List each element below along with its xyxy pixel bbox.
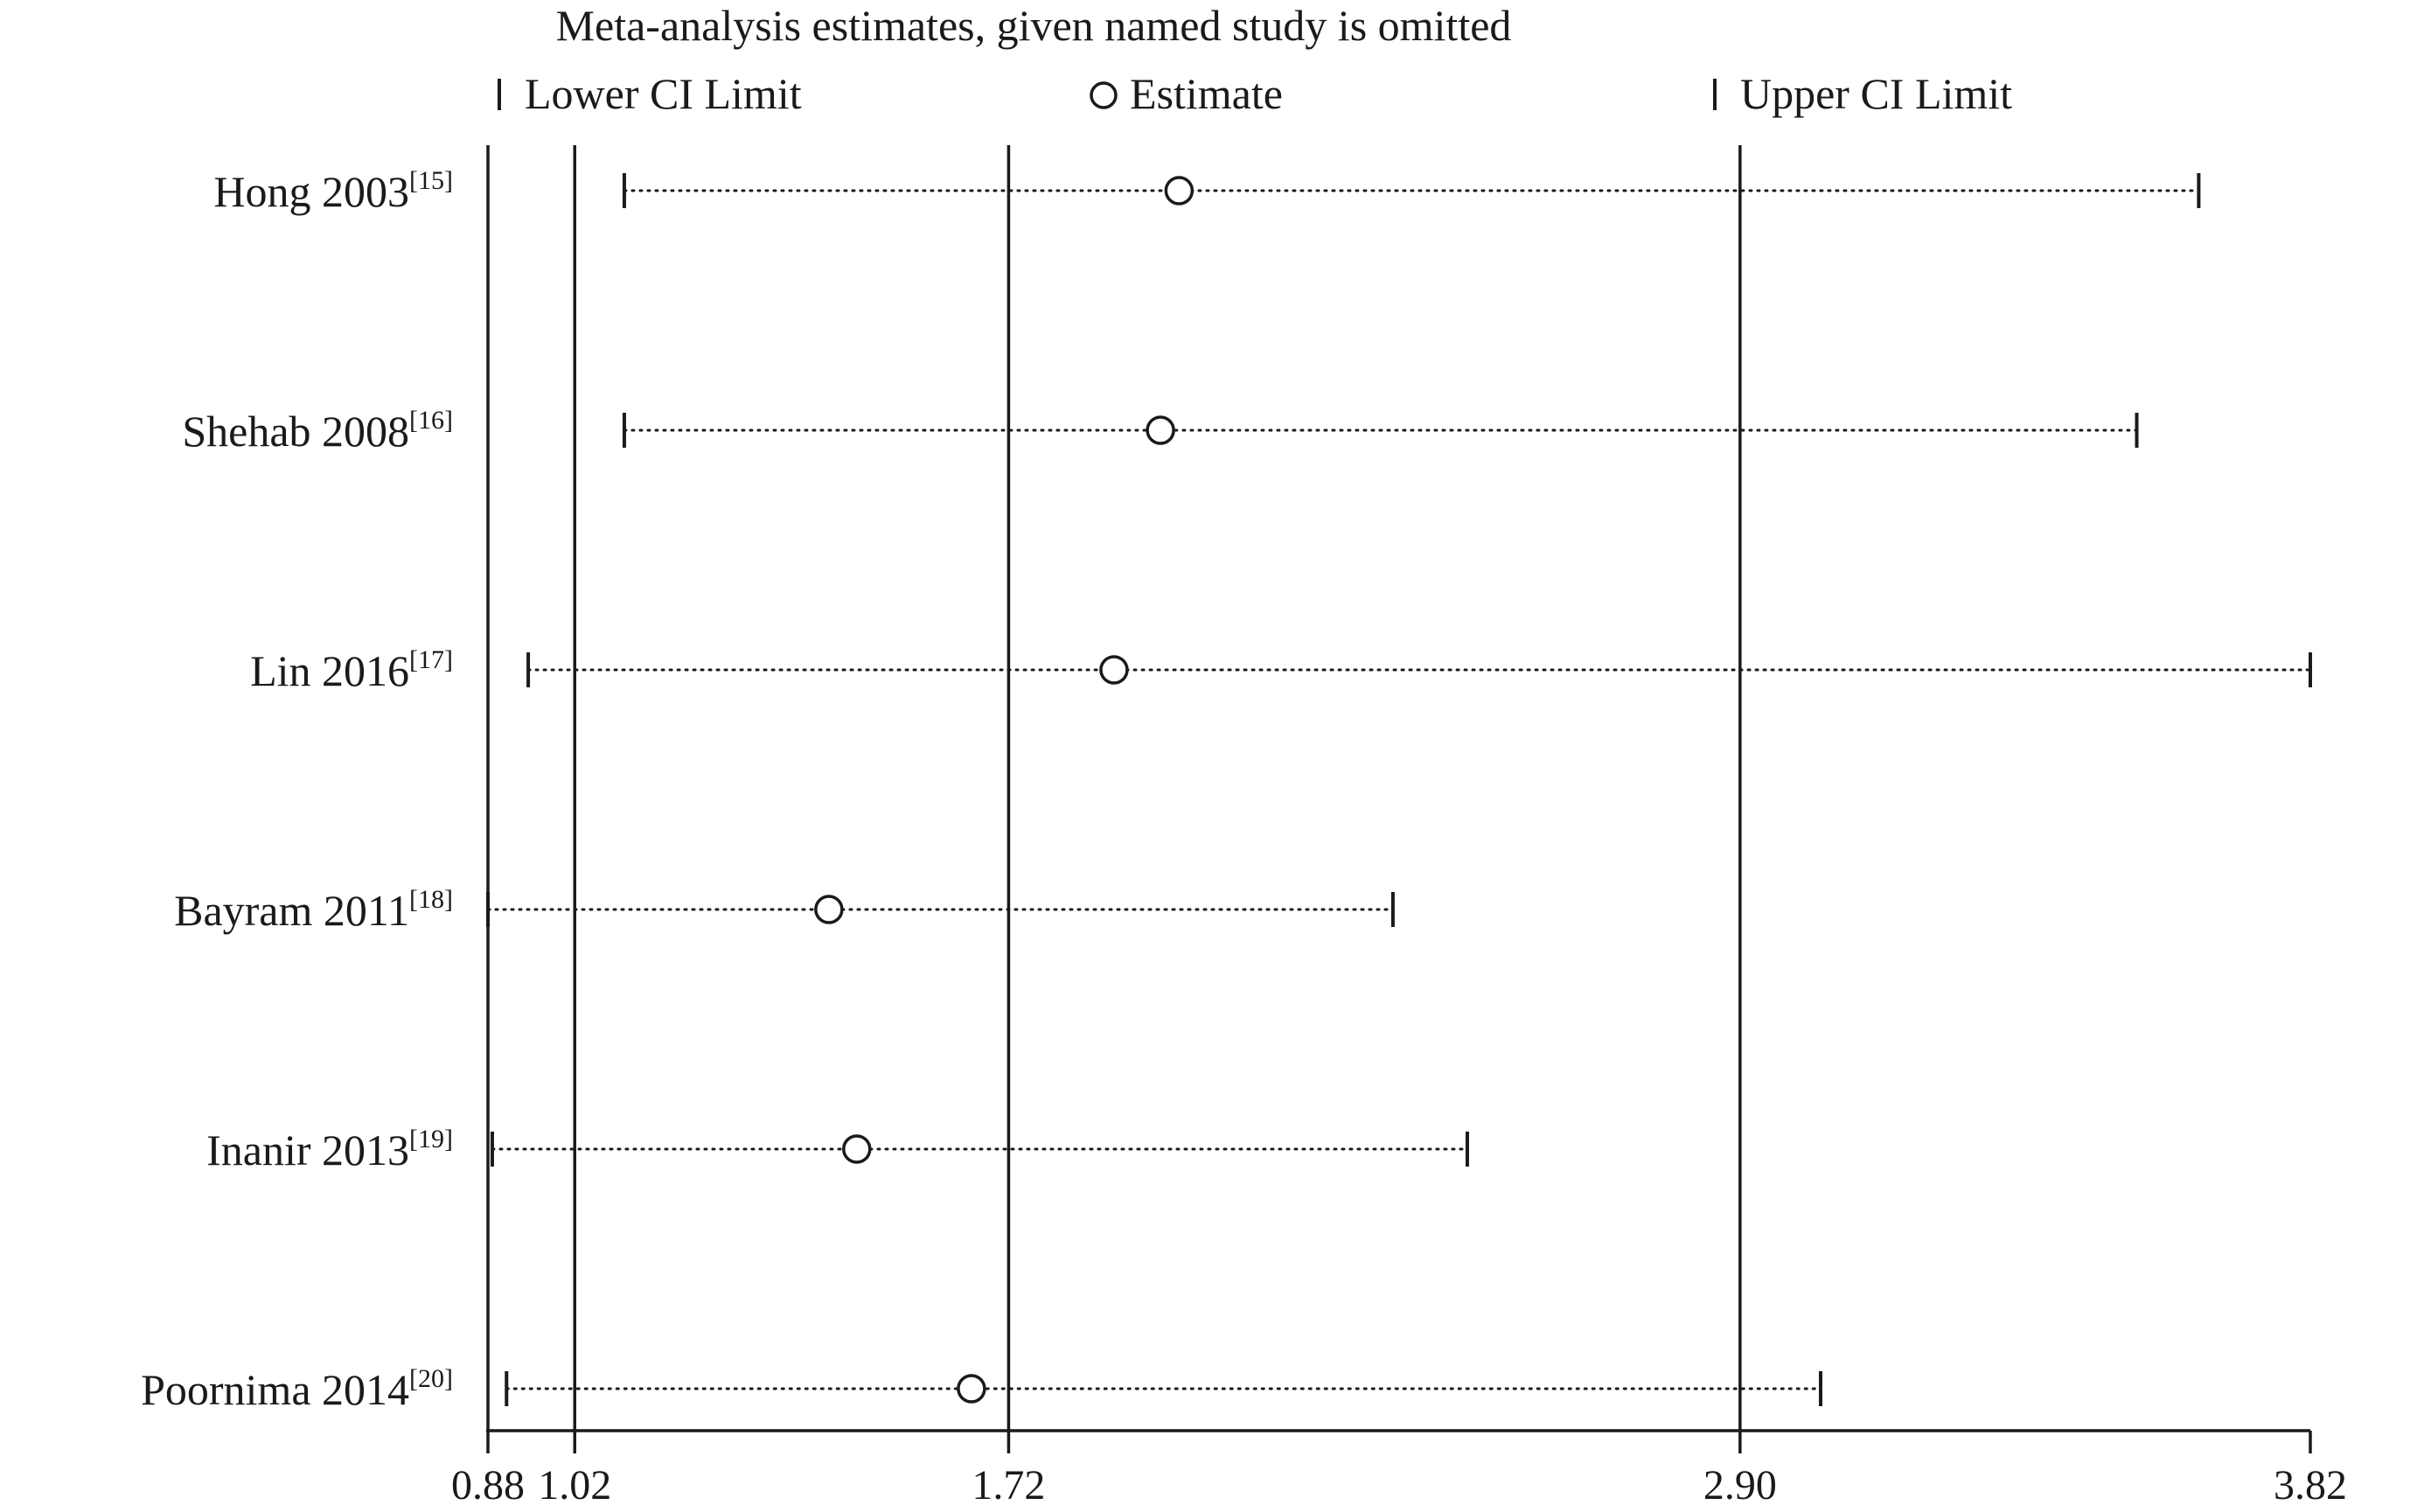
estimate-point <box>957 1374 986 1404</box>
study-name: Bayram 2011 <box>174 886 409 935</box>
study-reference: [19] <box>409 1125 453 1153</box>
study-name: Lin 2016 <box>250 646 409 695</box>
legend-lower-label: Lower CI Limit <box>525 69 802 118</box>
study-label: Poornima 2014[20] <box>141 1364 453 1414</box>
legend-upper-label: Upper CI Limit <box>1740 69 2012 118</box>
study-label: Hong 2003[15] <box>213 166 453 216</box>
study-name: Hong 2003 <box>213 167 409 216</box>
study-row <box>622 173 2201 208</box>
estimate-point <box>1164 176 1195 206</box>
study-row <box>486 892 1395 927</box>
study-row <box>622 413 2139 448</box>
reference-lines <box>573 145 1742 1431</box>
study-rows <box>486 173 2312 1406</box>
estimate-point <box>1099 655 1129 685</box>
x-tick-label: 3.82 <box>2274 1462 2347 1508</box>
study-label: Lin 2016[17] <box>250 645 453 695</box>
study-labels: Hong 2003[15] Shehab 2008[16] Lin 2016[17]… <box>141 166 453 1414</box>
estimate-point <box>842 1134 872 1164</box>
estimate-point <box>814 895 844 924</box>
x-tick-label: 2.90 <box>1703 1462 1777 1508</box>
estimate-point <box>1146 415 1175 445</box>
x-tick-label: 1.72 <box>972 1462 1045 1508</box>
study-row <box>505 1371 1823 1406</box>
study-label: Shehab 2008[16] <box>182 406 453 456</box>
legend-estimate-label: Estimate <box>1130 69 1283 118</box>
study-row <box>490 1132 1469 1167</box>
study-reference: [20] <box>409 1364 453 1393</box>
study-reference: [15] <box>409 166 453 195</box>
study-name: Poornima 2014 <box>141 1365 409 1414</box>
study-reference: [17] <box>409 645 453 674</box>
legend: Lower CI Limit Estimate Upper CI Limit <box>498 69 2012 118</box>
study-name: Inanir 2013 <box>206 1125 409 1174</box>
study-reference: [18] <box>409 885 453 914</box>
x-tick-label: 0.88 <box>451 1462 525 1508</box>
study-row <box>526 652 2312 687</box>
x-tick-label: 1.02 <box>538 1462 611 1508</box>
study-reference: [16] <box>409 406 453 435</box>
study-label: Bayram 2011[18] <box>174 885 453 935</box>
chart-title: Meta-analysis estimates, given named stu… <box>556 1 1512 50</box>
study-name: Shehab 2008 <box>182 407 409 456</box>
x-axis-ticks: 0.88 1.02 1.72 2.90 3.82 <box>451 1431 2347 1509</box>
study-label: Inanir 2013[19] <box>206 1125 453 1174</box>
legend-estimate-marker <box>1090 81 1118 109</box>
